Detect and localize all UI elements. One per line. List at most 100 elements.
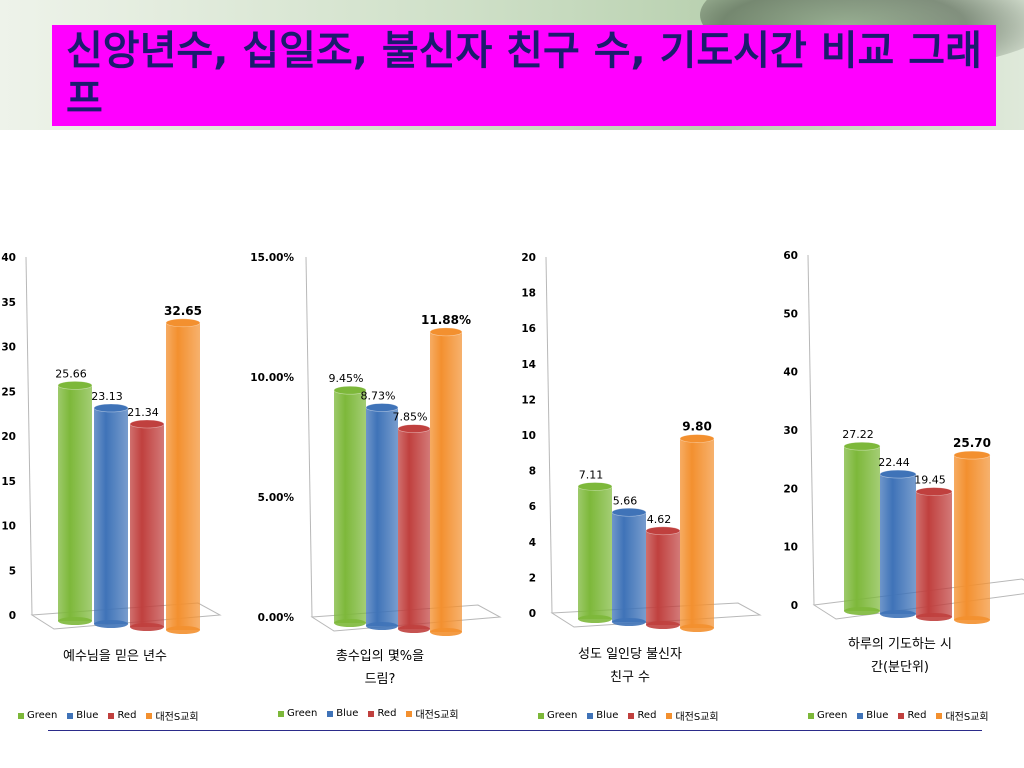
data-label-orange: 11.88% bbox=[421, 313, 471, 327]
data-label-orange: 25.70 bbox=[953, 436, 991, 450]
legend-swatch bbox=[538, 712, 544, 719]
bar-cap bbox=[129, 419, 165, 429]
bar-orange bbox=[429, 327, 463, 636]
bar-body bbox=[398, 428, 430, 629]
bar-body bbox=[94, 407, 128, 624]
chart-legend: Green Blue Red 대전S교회 bbox=[18, 708, 199, 723]
legend-label: Green bbox=[547, 710, 578, 721]
y-tick-label: 6 bbox=[529, 501, 536, 513]
data-label-orange: 9.80 bbox=[682, 420, 712, 434]
legend-label: Red bbox=[637, 710, 657, 721]
chart-legend: Green Blue Red 대전S교회 bbox=[538, 708, 719, 723]
legend-swatch bbox=[587, 712, 594, 719]
legend-item-blue: Blue bbox=[857, 708, 888, 723]
bar-base bbox=[680, 624, 714, 632]
bar-body bbox=[130, 424, 164, 627]
y-tick-label: 20 bbox=[1, 431, 16, 443]
bar-blue bbox=[365, 403, 399, 630]
bar-base bbox=[94, 620, 128, 628]
bar-base bbox=[430, 628, 462, 636]
bar-orange bbox=[165, 318, 201, 634]
data-label-red: 21.34 bbox=[127, 406, 159, 419]
bar-orange bbox=[679, 434, 715, 632]
bar-green bbox=[333, 385, 367, 627]
y-tick-label: 40 bbox=[1, 252, 16, 264]
bar-blue bbox=[879, 469, 917, 618]
legend-label: Green bbox=[287, 708, 318, 719]
legend-item-red: Red bbox=[628, 708, 656, 723]
bar-body bbox=[680, 438, 714, 628]
y-tick-label: 25 bbox=[1, 386, 16, 398]
legend-label: 대전S교회 bbox=[945, 712, 989, 723]
title-banner: 신앙년수, 십일조, 불신자 친구 수, 기도시간 비교 그래프 bbox=[52, 25, 996, 126]
legend-label: Blue bbox=[76, 710, 99, 721]
bar-blue bbox=[93, 403, 129, 628]
y-tick-label: 60 bbox=[783, 250, 798, 262]
chart-svg: 0.00% 5.00% 10.00% 15.00% 9.45% 8.73% 7.85% 11.… bbox=[250, 252, 502, 636]
slide-title: 신앙년수, 십일조, 불신자 친구 수, 기도시간 비교 그래프 bbox=[66, 28, 982, 122]
bar-green bbox=[577, 482, 613, 623]
chart-unbeliever-friends: 0 2 4 6 8 10 12 14 16 18 20 7.11 5.66 4.62 9.80 성도 일인당… bbox=[510, 245, 762, 735]
category-label: 성도 일인당 불신자 친구 수 bbox=[578, 647, 682, 685]
chart-legend: Green Blue Red 대전S교회 bbox=[278, 706, 459, 721]
bar-base bbox=[646, 621, 680, 629]
bar-base bbox=[398, 625, 430, 633]
bar-orange bbox=[953, 450, 991, 624]
data-label-green: 25.66 bbox=[55, 367, 87, 380]
y-axis-line bbox=[807, 254, 815, 606]
bar-body bbox=[166, 322, 200, 630]
y-tick-label: 10 bbox=[521, 430, 536, 442]
data-label-blue: 5.66 bbox=[613, 494, 638, 507]
y-tick-label: 0 bbox=[791, 600, 798, 612]
legend-label: 대전S교회 bbox=[675, 712, 719, 723]
legend-swatch bbox=[936, 712, 943, 719]
legend-item-red: Red bbox=[898, 708, 926, 723]
y-tick-label: 14 bbox=[521, 359, 536, 371]
legend-item-green: Green bbox=[538, 708, 577, 723]
y-tick-label: 30 bbox=[1, 342, 16, 354]
bar-cap bbox=[843, 441, 881, 451]
y-axis-line bbox=[545, 256, 553, 614]
bar-cap bbox=[397, 424, 431, 433]
bar-body bbox=[334, 390, 366, 623]
bar-body bbox=[916, 491, 952, 617]
legend-label: Red bbox=[907, 710, 927, 721]
y-axis-line bbox=[305, 256, 313, 618]
legend-swatch bbox=[368, 710, 375, 717]
y-tick-label: 20 bbox=[521, 252, 536, 264]
legend-swatch bbox=[108, 712, 115, 719]
data-label-red: 4.62 bbox=[647, 513, 672, 526]
bottom-divider bbox=[48, 730, 982, 731]
y-tick-label: 12 bbox=[521, 394, 536, 406]
chart-svg: 0 5 10 15 20 25 30 35 40 25.66 23.13 21.34 32.65 bbox=[1, 252, 222, 634]
bar-red bbox=[397, 424, 431, 633]
bar-blue bbox=[611, 507, 647, 626]
bar-base bbox=[844, 607, 880, 615]
y-axis-line bbox=[25, 256, 33, 616]
bar-cap bbox=[611, 507, 647, 517]
legend-item-orange: 대전S교회 bbox=[406, 706, 459, 721]
chart-svg: 0 10 20 30 40 50 60 27.22 22.44 19.45 25.70 bbox=[783, 250, 1024, 624]
legend-swatch bbox=[18, 712, 24, 719]
legend-label: Red bbox=[377, 708, 397, 719]
y-tick-label: 5.00% bbox=[258, 492, 295, 504]
bar-body bbox=[366, 407, 398, 626]
chart-svg: 0 2 4 6 8 10 12 14 16 18 20 7.11 5.66 4.62 9.80 bbox=[521, 252, 762, 632]
bar-cap bbox=[429, 327, 463, 337]
legend-swatch bbox=[808, 712, 814, 719]
legend-swatch bbox=[898, 712, 905, 719]
y-tick-label: 16 bbox=[521, 323, 536, 335]
data-label-red: 19.45 bbox=[914, 474, 946, 487]
bar-body bbox=[612, 512, 646, 622]
legend-label: Red bbox=[117, 710, 137, 721]
y-tick-label: 10.00% bbox=[250, 372, 294, 384]
y-tick-label: 10 bbox=[783, 542, 798, 554]
bar-cap bbox=[333, 385, 367, 395]
legend-item-red: Red bbox=[108, 708, 136, 723]
bar-cap bbox=[57, 381, 93, 390]
data-label-blue: 23.13 bbox=[91, 390, 123, 403]
category-label: 총수입의 몇%을 드림? bbox=[335, 649, 425, 687]
legend-swatch bbox=[628, 712, 635, 719]
bar-base bbox=[880, 610, 916, 618]
bar-base bbox=[366, 622, 398, 630]
